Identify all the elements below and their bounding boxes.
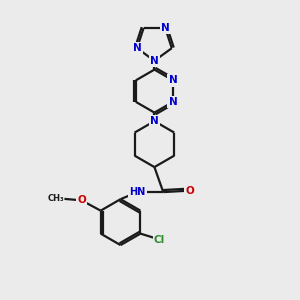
Text: N: N: [133, 43, 141, 53]
Text: N: N: [150, 56, 159, 66]
Text: N: N: [169, 75, 177, 85]
Text: N: N: [150, 116, 159, 126]
Text: O: O: [77, 195, 86, 205]
Text: Cl: Cl: [154, 235, 165, 244]
Text: N: N: [161, 23, 170, 33]
Text: N: N: [169, 97, 177, 107]
Text: CH₃: CH₃: [47, 194, 64, 203]
Text: O: O: [185, 186, 194, 196]
Text: HN: HN: [129, 187, 146, 197]
